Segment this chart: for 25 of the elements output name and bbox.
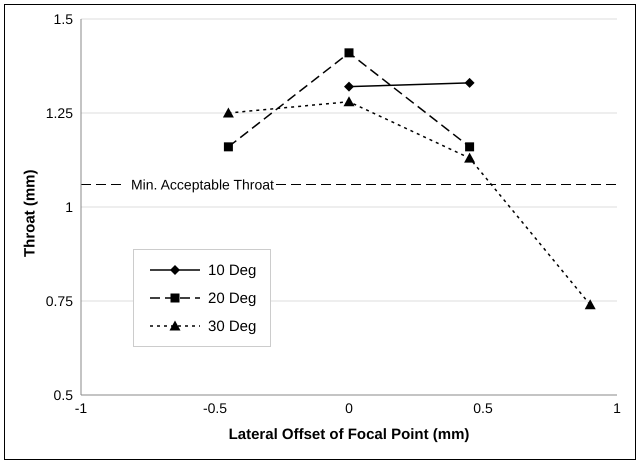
point — [344, 82, 354, 92]
y-tick-label: 1.5 — [54, 10, 74, 27]
y-tick-label: 0.5 — [54, 386, 74, 403]
ref-line-label: Min. Acceptable Throat — [131, 176, 274, 192]
point — [222, 108, 234, 118]
y-tick-label: 1.25 — [46, 104, 74, 121]
point — [224, 142, 233, 152]
point — [584, 299, 596, 310]
x-tick-label: 1 — [613, 400, 622, 416]
y-tick-label: 1 — [65, 198, 74, 215]
x-tick-label: -1 — [74, 400, 88, 416]
legend-label: 30 Deg — [208, 318, 256, 334]
point — [464, 78, 475, 88]
y-axis-title: Throat (mm) — [21, 170, 38, 257]
point — [465, 142, 474, 152]
x-tick-label: 0.5 — [473, 400, 493, 416]
x-axis-title: Lateral Offset of Focal Point (mm) — [228, 426, 470, 443]
x-tick-label: 0 — [345, 400, 354, 416]
y-tick-label: 0.75 — [46, 292, 74, 309]
x-tick-label: -0.5 — [202, 400, 228, 416]
point — [464, 152, 476, 163]
point — [344, 48, 354, 58]
legend-label: 20 Deg — [208, 290, 256, 306]
point — [344, 96, 354, 106]
legend-label: 10 Deg — [208, 262, 256, 278]
